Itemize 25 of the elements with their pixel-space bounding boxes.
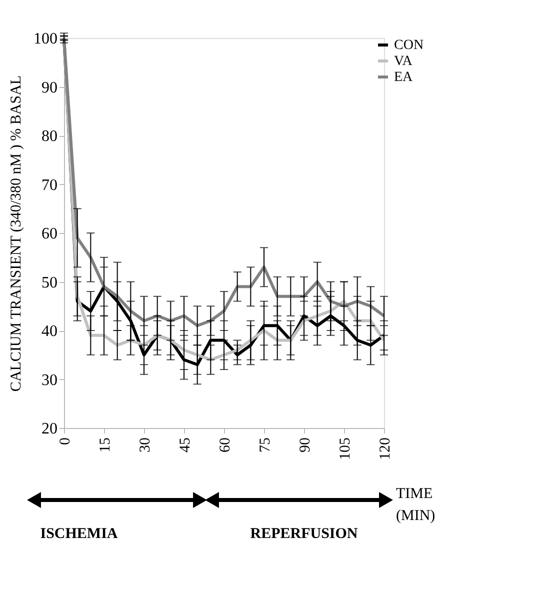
legend-label: EA bbox=[394, 70, 414, 85]
text: REPERFUSION bbox=[250, 526, 358, 542]
y-tick-label: 20 bbox=[42, 420, 58, 438]
y-tick-label: 70 bbox=[42, 176, 58, 194]
x-tick-label: 45 bbox=[178, 438, 194, 452]
text: TIME (MIN) bbox=[396, 486, 436, 524]
y-tick-label: 60 bbox=[42, 226, 58, 242]
x-tick-label: 30 bbox=[138, 438, 154, 452]
x-tick-label: 0 bbox=[58, 438, 74, 445]
text: ISCHEMIA bbox=[40, 526, 118, 542]
x-tick-label: 15 bbox=[98, 438, 114, 452]
y-tick-label: 100 bbox=[34, 30, 58, 48]
legend-label: CON bbox=[394, 38, 424, 53]
y-tick-label: 30 bbox=[42, 372, 58, 389]
y-tick-label: 40 bbox=[42, 323, 58, 340]
y-tick-label: 80 bbox=[42, 128, 58, 145]
x-tick-label: 105 bbox=[338, 438, 354, 460]
x-tick-label: 75 bbox=[258, 438, 274, 452]
y-axis-title: CALCIUM TRANSIENT (340/380 nM ) % BASAL bbox=[8, 75, 24, 392]
x-tick-label: 60 bbox=[218, 438, 234, 452]
x-tick-label: 90 bbox=[298, 438, 314, 452]
y-tick-label: 50 bbox=[42, 274, 58, 292]
y-tick-label: 90 bbox=[42, 79, 58, 96]
legend-label: VA bbox=[394, 54, 414, 69]
x-tick-label: 120 bbox=[378, 438, 394, 460]
